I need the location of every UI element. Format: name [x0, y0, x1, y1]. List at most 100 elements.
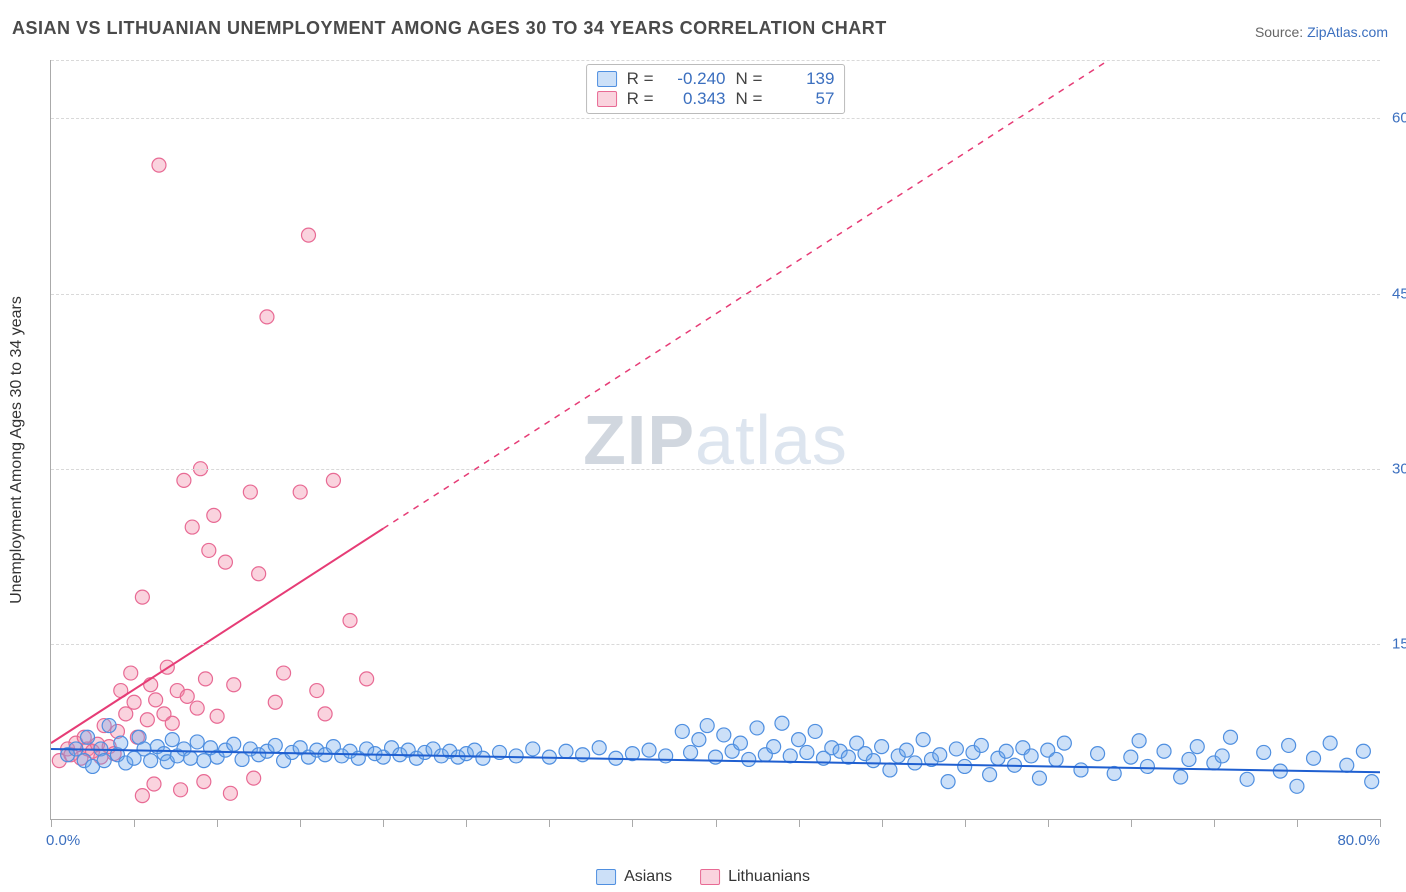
- data-point-asians: [742, 752, 756, 766]
- legend-row-asians: R = -0.240 N = 139: [597, 69, 835, 89]
- data-point-lithuanians: [147, 777, 161, 791]
- data-point-lithuanians: [185, 520, 199, 534]
- x-tick: [965, 819, 966, 827]
- data-point-asians: [750, 721, 764, 735]
- data-point-asians: [1057, 736, 1071, 750]
- data-point-asians: [165, 733, 179, 747]
- data-point-lithuanians: [174, 783, 188, 797]
- data-point-asians: [1091, 747, 1105, 761]
- data-point-lithuanians: [152, 158, 166, 172]
- swatch-lithuanians-icon: [700, 869, 720, 885]
- data-point-asians: [1182, 752, 1196, 766]
- data-point-asians: [1356, 744, 1370, 758]
- data-point-asians: [509, 749, 523, 763]
- data-point-lithuanians: [293, 485, 307, 499]
- data-point-asians: [592, 741, 606, 755]
- legend-row-lithuanians: R = 0.343 N = 57: [597, 89, 835, 109]
- data-point-lithuanians: [252, 567, 266, 581]
- data-point-asians: [1074, 763, 1088, 777]
- gridline: [51, 294, 1380, 295]
- data-point-asians: [883, 763, 897, 777]
- data-point-asians: [576, 748, 590, 762]
- data-point-asians: [983, 768, 997, 782]
- legend-label-asians: Asians: [624, 868, 672, 886]
- r-label: R =: [627, 69, 654, 89]
- x-tick: [1214, 819, 1215, 827]
- data-point-lithuanians: [318, 707, 332, 721]
- data-point-lithuanians: [135, 789, 149, 803]
- data-point-lithuanians: [247, 771, 261, 785]
- data-point-asians: [1174, 770, 1188, 784]
- data-point-lithuanians: [177, 473, 191, 487]
- data-point-lithuanians: [223, 786, 237, 800]
- chart-plot-area: ZIPatlas R = -0.240 N = 139 R = 0.343 N …: [50, 60, 1380, 820]
- data-point-lithuanians: [243, 485, 257, 499]
- swatch-asians: [597, 71, 617, 87]
- gridline: [51, 644, 1380, 645]
- x-tick: [1048, 819, 1049, 827]
- data-point-lithuanians: [140, 713, 154, 727]
- n-value-asians: 139: [772, 69, 834, 89]
- x-tick: [1297, 819, 1298, 827]
- data-point-asians: [1290, 779, 1304, 793]
- y-tick-label: 45.0%: [1384, 285, 1406, 302]
- data-point-asians: [1340, 758, 1354, 772]
- data-point-asians: [81, 730, 95, 744]
- data-point-asians: [1215, 749, 1229, 763]
- data-point-asians: [227, 737, 241, 751]
- data-point-asians: [642, 743, 656, 757]
- y-axis-label: Unemployment Among Ages 30 to 34 years: [8, 296, 26, 604]
- data-point-asians: [197, 754, 211, 768]
- data-point-asians: [767, 740, 781, 754]
- data-point-asians: [1024, 749, 1038, 763]
- x-tick: [549, 819, 550, 827]
- x-tick: [134, 819, 135, 827]
- chart-title: ASIAN VS LITHUANIAN UNEMPLOYMENT AMONG A…: [12, 18, 887, 39]
- data-point-lithuanians: [277, 666, 291, 680]
- data-point-asians: [692, 733, 706, 747]
- x-axis-max-label: 80.0%: [1337, 832, 1380, 849]
- data-point-asians: [775, 716, 789, 730]
- data-point-asians: [1223, 730, 1237, 744]
- data-point-lithuanians: [198, 672, 212, 686]
- data-point-asians: [875, 740, 889, 754]
- data-point-lithuanians: [124, 666, 138, 680]
- source-attribution: Source: ZipAtlas.com: [1255, 24, 1388, 40]
- x-tick: [383, 819, 384, 827]
- x-tick: [716, 819, 717, 827]
- swatch-asians-icon: [596, 869, 616, 885]
- correlation-legend: R = -0.240 N = 139 R = 0.343 N = 57: [586, 64, 846, 114]
- data-point-lithuanians: [149, 693, 163, 707]
- n-label: N =: [736, 69, 763, 89]
- data-point-asians: [908, 756, 922, 770]
- data-point-asians: [1124, 750, 1138, 764]
- data-point-asians: [526, 742, 540, 756]
- legend-item-asians: Asians: [596, 868, 672, 886]
- x-tick: [1380, 819, 1381, 827]
- data-point-lithuanians: [197, 775, 211, 789]
- data-point-lithuanians: [268, 695, 282, 709]
- data-point-asians: [916, 733, 930, 747]
- data-point-asians: [1365, 775, 1379, 789]
- data-point-asians: [717, 728, 731, 742]
- n-value-lithuanians: 57: [772, 89, 834, 109]
- data-point-lithuanians: [301, 228, 315, 242]
- x-tick: [217, 819, 218, 827]
- y-tick-label: 30.0%: [1384, 460, 1406, 477]
- x-tick: [300, 819, 301, 827]
- data-point-asians: [1282, 738, 1296, 752]
- legend-item-lithuanians: Lithuanians: [700, 868, 810, 886]
- x-tick: [882, 819, 883, 827]
- data-point-asians: [184, 751, 198, 765]
- data-point-asians: [866, 754, 880, 768]
- data-point-lithuanians: [135, 590, 149, 604]
- data-point-asians: [709, 750, 723, 764]
- data-point-lithuanians: [343, 613, 357, 627]
- data-point-asians: [190, 735, 204, 749]
- source-link[interactable]: ZipAtlas.com: [1307, 24, 1388, 40]
- data-point-lithuanians: [165, 716, 179, 730]
- data-point-asians: [97, 754, 111, 768]
- data-point-asians: [1049, 752, 1063, 766]
- gridline: [51, 118, 1380, 119]
- data-point-asians: [933, 748, 947, 762]
